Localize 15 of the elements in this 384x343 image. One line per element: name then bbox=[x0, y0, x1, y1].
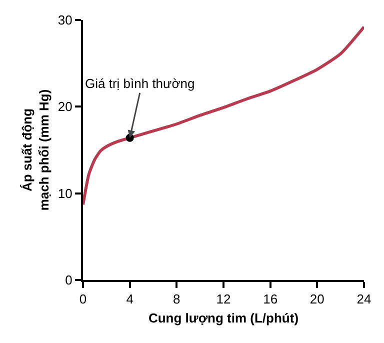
x-tick-label: 20 bbox=[310, 292, 324, 307]
x-tick-label: 0 bbox=[79, 292, 87, 307]
y-tick-label: 0 bbox=[65, 272, 72, 288]
x-tick-label: 4 bbox=[126, 292, 134, 307]
annotation: Giá trị bình thường bbox=[85, 76, 195, 91]
x-tick-label: 16 bbox=[263, 292, 278, 307]
y-tick-label: 20 bbox=[58, 99, 72, 114]
x-tick-label: 24 bbox=[356, 292, 372, 307]
x-tick-label: 8 bbox=[173, 292, 180, 307]
y-tick-label: 10 bbox=[58, 186, 72, 201]
x-axis-title: Cung lượng tim (L/phút) bbox=[148, 310, 299, 326]
x-tick-label: 12 bbox=[216, 292, 231, 307]
line-series bbox=[83, 25, 364, 206]
y-axis-title: Áp suất động mạch phổi (mm Hg) bbox=[19, 89, 52, 211]
y-tick-label: 30 bbox=[58, 12, 72, 28]
